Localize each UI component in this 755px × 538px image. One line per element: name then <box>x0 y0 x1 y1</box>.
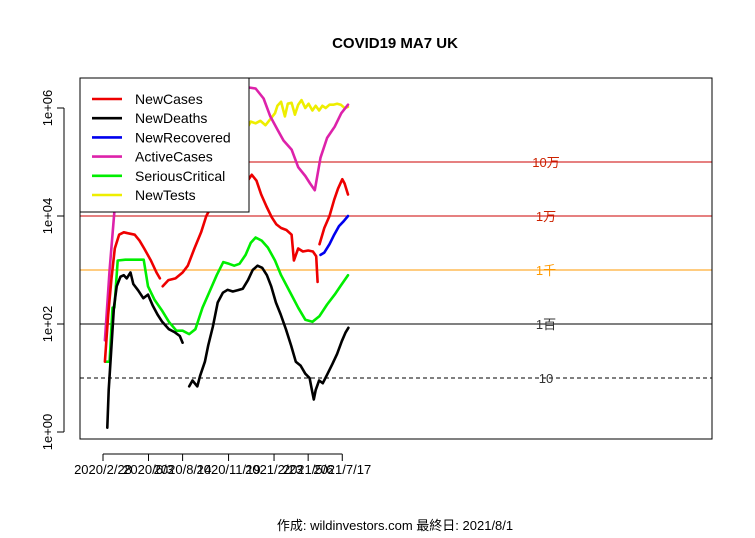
legend-label: NewRecovered <box>135 129 231 145</box>
x-tick-label: 2020/8/14 <box>154 462 212 477</box>
x-tick-label: 2021/7/17 <box>313 462 371 477</box>
legend-label: NewDeaths <box>135 110 207 126</box>
x-tick-label: 2021/2/23 <box>245 462 303 477</box>
reference-label: 10万 <box>532 155 559 170</box>
y-axis: 1e+00 1e+02 1e+04 1e+06 <box>40 90 65 451</box>
series-line-newrecovered <box>319 214 350 257</box>
x-tick-label: 2020/6/3 <box>123 462 174 477</box>
y-tick-label: 1e+00 <box>40 414 55 451</box>
legend-label: SeriousCritical <box>135 168 225 184</box>
y-tick-label: 1e+02 <box>40 306 55 343</box>
legend-label: NewTests <box>135 187 196 203</box>
legend: NewCases NewDeaths NewRecovered ActiveCases… <box>79 77 250 213</box>
x-tick-label: 2020/11/19 <box>197 462 261 477</box>
reference-label: 1百 <box>536 317 556 332</box>
x-tick-label: 2020/2/28 <box>74 462 132 477</box>
reference-label: 1千 <box>536 263 556 278</box>
x-tick-label: 2021/5/6 <box>283 462 334 477</box>
series-line-newdeaths <box>106 264 350 429</box>
reference-labels: 10万 1万 1千 1百 10 <box>532 155 559 386</box>
plot-frame <box>79 77 713 440</box>
series-line-seriouscritical <box>104 236 350 363</box>
legend-box <box>79 77 250 213</box>
x-axis: 2020/2/282020/6/32020/8/142020/11/192021… <box>74 453 371 477</box>
legend-label: ActiveCases <box>135 149 213 165</box>
reference-label: 10 <box>539 371 553 386</box>
legend-label: NewCases <box>135 91 203 107</box>
reference-label: 1万 <box>536 209 556 224</box>
chart-title: COVID19 MA7 UK <box>332 35 458 52</box>
y-tick-label: 1e+04 <box>40 198 55 235</box>
footer-credit: 作成: wildinvestors.com 最終日: 2021/8/1 <box>277 518 513 533</box>
y-tick-label: 1e+06 <box>40 90 55 127</box>
